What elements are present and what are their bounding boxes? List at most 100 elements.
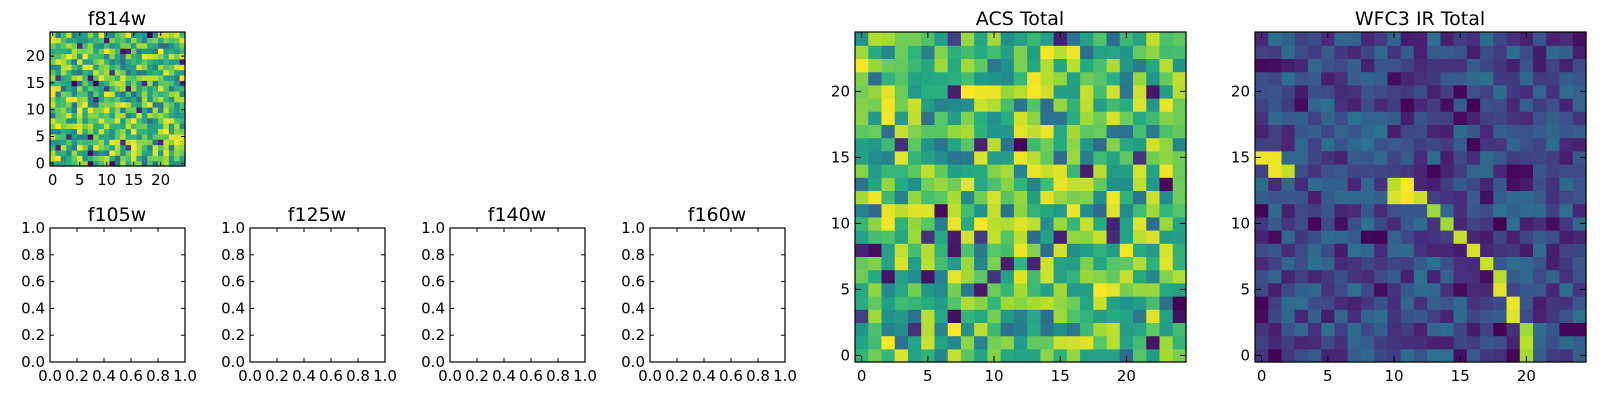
acs-total-cell-8-9 bbox=[960, 230, 975, 244]
wfc3-ir-total-cell-2-13 bbox=[1281, 177, 1296, 191]
acs-total-cell-4-14 bbox=[907, 164, 922, 178]
f814w-cell-21-9 bbox=[163, 112, 170, 119]
wfc3-ir-total-cell-14-5 bbox=[1440, 282, 1455, 297]
wfc3-ir-total-cell-9-22 bbox=[1374, 58, 1388, 73]
f814w-cell-18-23 bbox=[147, 37, 154, 44]
wfc3-ir-total-cell-23-0 bbox=[1559, 348, 1574, 363]
acs-total-cell-21-19 bbox=[1133, 98, 1147, 112]
acs-total-cell-13-3 bbox=[1027, 309, 1041, 323]
wfc3-ir-total-cell-2-0 bbox=[1281, 348, 1296, 363]
f814w-cell-10-11 bbox=[104, 101, 110, 108]
acs-total-cell-4-4 bbox=[907, 296, 922, 310]
wfc3-ir-total-cell-12-0 bbox=[1413, 348, 1428, 363]
f814w-cell-3-5 bbox=[66, 133, 73, 140]
acs-total-cell-2-10 bbox=[881, 216, 896, 231]
f814w-cell-18-17 bbox=[147, 69, 154, 76]
f814w-cell-13-22 bbox=[120, 42, 127, 49]
acs-total-cell-10-21 bbox=[987, 71, 1002, 86]
wfc3-ir-total-cell-4-23 bbox=[1307, 45, 1322, 59]
acs-total-cell-9-7 bbox=[974, 256, 988, 271]
wfc3-ir-total-y-tick-label: 10 bbox=[1231, 214, 1250, 232]
acs-total-cell-8-15 bbox=[960, 150, 975, 165]
acs-total-cell-1-13 bbox=[868, 177, 883, 191]
f814w-cell-23-17 bbox=[174, 69, 181, 76]
wfc3-ir-total-cell-4-6 bbox=[1307, 269, 1322, 284]
acs-total-title: ACS Total bbox=[976, 8, 1064, 30]
f814w-cell-8-11 bbox=[93, 101, 100, 108]
f814w-cell-8-3 bbox=[93, 144, 100, 151]
acs-total-cell-22-3 bbox=[1146, 309, 1161, 323]
wfc3-ir-total-cell-20-2 bbox=[1519, 322, 1534, 337]
acs-total-cell-1-12 bbox=[868, 190, 883, 205]
acs-total-cell-12-22 bbox=[1013, 58, 1028, 73]
acs-total-cell-16-17 bbox=[1066, 124, 1081, 139]
panel-f105w: f105w 0.0 0.2 0.4 0.6 0.8 1.0 0.00.20.40.60.8… bbox=[21, 204, 197, 385]
f814w-cell-22-1 bbox=[168, 155, 175, 162]
acs-total-cell-1-14 bbox=[868, 164, 883, 178]
acs-total-cell-24-14 bbox=[1172, 164, 1187, 178]
wfc3-ir-total-cell-17-8 bbox=[1480, 243, 1494, 257]
acs-total-cell-1-23 bbox=[868, 45, 883, 59]
f814w-cell-9-24 bbox=[98, 32, 105, 38]
f814w-cell-1-22 bbox=[55, 42, 62, 49]
acs-total-cell-7-7 bbox=[947, 256, 962, 271]
wfc3-ir-total-cell-4-14 bbox=[1307, 164, 1322, 178]
wfc3-ir-total-cell-19-23 bbox=[1506, 45, 1521, 59]
wfc3-ir-total-cell-18-22 bbox=[1493, 58, 1508, 73]
f814w-cell-19-20 bbox=[152, 53, 159, 60]
acs-total-cell-2-15 bbox=[881, 150, 896, 165]
wfc3-ir-total-cell-22-12 bbox=[1546, 190, 1561, 205]
acs-total-cell-22-22 bbox=[1146, 58, 1161, 73]
acs-total-cell-11-8 bbox=[1000, 243, 1015, 257]
acs-total-cell-6-22 bbox=[934, 58, 949, 73]
wfc3-ir-total-cell-5-22 bbox=[1321, 58, 1336, 73]
wfc3-ir-total-cell-13-17 bbox=[1427, 124, 1441, 139]
wfc3-ir-total-cell-16-23 bbox=[1466, 45, 1481, 59]
f814w-cell-1-1 bbox=[55, 155, 62, 162]
f814w-cell-0-8 bbox=[50, 117, 56, 124]
wfc3-ir-total-cell-13-1 bbox=[1427, 335, 1441, 350]
acs-total-cell-19-23 bbox=[1106, 45, 1121, 59]
acs-total-cell-4-10 bbox=[907, 216, 922, 231]
f814w-cell-19-16 bbox=[152, 74, 159, 81]
f814w-cell-1-11 bbox=[55, 101, 62, 108]
wfc3-ir-total-cell-19-5 bbox=[1506, 282, 1521, 297]
f814w-cell-2-22 bbox=[60, 42, 67, 49]
f814w-cell-13-21 bbox=[120, 48, 127, 55]
wfc3-ir-total-cell-24-24 bbox=[1572, 32, 1587, 46]
f160w-plot-frame bbox=[649, 227, 786, 363]
f814w-cell-16-17 bbox=[136, 69, 143, 76]
wfc3-ir-total-cell-15-9 bbox=[1453, 230, 1468, 244]
acs-total-cell-18-20 bbox=[1093, 84, 1108, 99]
acs-total-cell-12-10 bbox=[1013, 216, 1028, 231]
f814w-cell-19-8 bbox=[152, 117, 159, 124]
wfc3-ir-total-cell-7-0 bbox=[1347, 348, 1362, 363]
acs-total-cell-9-3 bbox=[974, 309, 988, 323]
wfc3-ir-total-cell-22-3 bbox=[1546, 309, 1561, 323]
f814w-cell-3-1 bbox=[66, 155, 73, 162]
acs-total-cell-7-10 bbox=[947, 216, 962, 231]
f814w-cell-19-9 bbox=[152, 112, 159, 119]
f814w-cell-13-13 bbox=[120, 90, 127, 97]
wfc3-ir-total-cell-16-20 bbox=[1466, 84, 1481, 99]
wfc3-ir-total-cell-3-13 bbox=[1294, 177, 1309, 191]
acs-total-cell-21-16 bbox=[1133, 137, 1147, 152]
wfc3-ir-total-cell-15-8 bbox=[1453, 243, 1468, 257]
wfc3-ir-total-cell-21-23 bbox=[1533, 45, 1547, 59]
wfc3-ir-total-cell-1-4 bbox=[1268, 296, 1283, 310]
acs-total-cell-20-14 bbox=[1119, 164, 1134, 178]
acs-total-cell-22-1 bbox=[1146, 335, 1161, 350]
acs-total-cell-4-3 bbox=[907, 309, 922, 323]
acs-total-cell-5-11 bbox=[921, 203, 936, 218]
f814w-cell-3-11 bbox=[66, 101, 73, 108]
f814w-cell-2-8 bbox=[60, 117, 67, 124]
f814w-cell-6-15 bbox=[82, 80, 89, 87]
wfc3-ir-total-cell-20-13 bbox=[1519, 177, 1534, 191]
f814w-cell-22-0 bbox=[168, 160, 175, 167]
wfc3-ir-total-cell-22-20 bbox=[1546, 84, 1561, 99]
f814w-cell-18-21 bbox=[147, 48, 154, 55]
acs-total-cell-10-1 bbox=[987, 335, 1002, 350]
f105w-title: f105w bbox=[88, 204, 147, 226]
acs-total-cell-3-16 bbox=[894, 137, 909, 152]
